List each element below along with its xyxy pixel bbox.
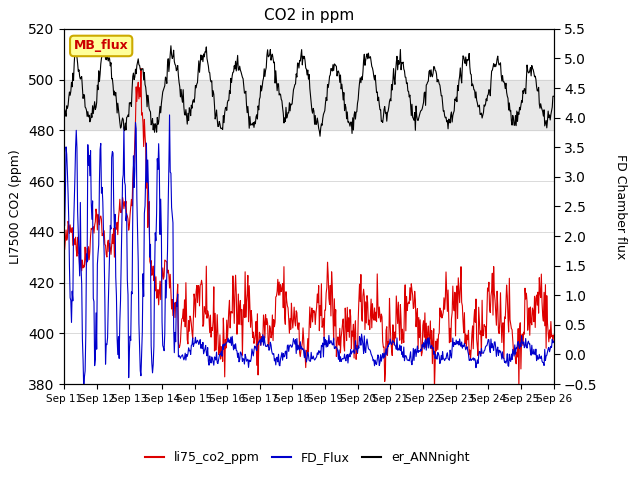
Title: CO2 in ppm: CO2 in ppm xyxy=(264,9,354,24)
Text: MB_flux: MB_flux xyxy=(74,39,129,52)
Bar xyxy=(64,80,554,130)
Y-axis label: LI7500 CO2 (ppm): LI7500 CO2 (ppm) xyxy=(10,149,22,264)
Legend: li75_co2_ppm, FD_Flux, er_ANNnight: li75_co2_ppm, FD_Flux, er_ANNnight xyxy=(140,446,474,469)
Y-axis label: FD Chamber flux: FD Chamber flux xyxy=(614,154,627,259)
